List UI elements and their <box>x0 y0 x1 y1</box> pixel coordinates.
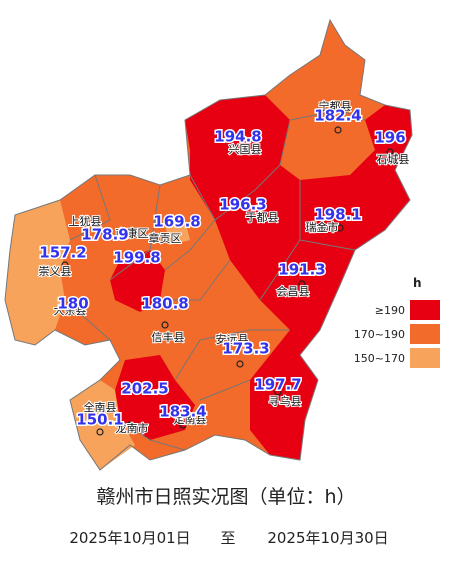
place-name: 南康区 <box>116 226 149 240</box>
sunshine-value: 180 <box>57 295 88 313</box>
period-sep: 至 <box>220 529 235 547</box>
place-name: 章贡区 <box>149 231 182 245</box>
station-dot <box>298 280 306 288</box>
region-high <box>115 355 195 440</box>
county-border <box>214 119 291 221</box>
station-dot <box>334 126 342 134</box>
place-name: 全南县 <box>84 400 117 414</box>
station-dot <box>69 306 77 314</box>
sunshine-value: 173.3 <box>222 340 269 358</box>
sunshine-value: 198.1 <box>314 206 361 224</box>
sunshine-value: 183.4 <box>159 403 206 421</box>
place-name: 定南县 <box>174 412 207 426</box>
sunshine-value: 197.7 <box>254 376 301 394</box>
station-dot <box>336 224 344 232</box>
sunshine-value: 191.3 <box>278 261 325 279</box>
sunshine-value: 180.8 <box>141 295 188 313</box>
region-high <box>185 95 412 460</box>
period-end: 2025年10月30日 <box>267 529 388 547</box>
sunshine-value: 194.8 <box>214 128 261 146</box>
place-name: 石城县 <box>377 153 410 166</box>
sunshine-value: 178.9 <box>81 226 128 244</box>
place-name: 龙南市 <box>116 421 149 435</box>
map-title: 赣州市日照实况图（单位：h） <box>96 486 355 508</box>
sunshine-value: 182.4 <box>314 107 361 125</box>
legend-label: 150~170 <box>354 352 405 365</box>
county-border <box>69 174 111 241</box>
place-name: 会昌县 <box>277 285 310 298</box>
station-dot <box>126 421 134 429</box>
county-border <box>299 239 356 251</box>
sunshine-value: 199.8 <box>113 249 160 267</box>
place-name: 寻乌县 <box>269 394 302 408</box>
station-dot <box>386 148 394 156</box>
station-dot <box>179 421 187 429</box>
place-name: 大余县 <box>54 303 87 317</box>
station-dot <box>61 261 69 269</box>
sunshine-value: 150.1 <box>76 411 123 429</box>
place-name: 信丰县 <box>152 331 185 344</box>
sunshine-value: 202.5 <box>121 380 168 398</box>
legend-swatch <box>410 348 440 368</box>
map-regions <box>4 18 413 471</box>
station-dot <box>161 321 169 329</box>
county-border <box>199 379 251 401</box>
legend-label: 170~190 <box>354 328 405 341</box>
county-border <box>109 184 161 281</box>
station-dot <box>96 428 104 436</box>
place-name: 上犹县 <box>69 215 102 228</box>
place-name: 安远县 <box>216 332 249 346</box>
place-name: 崇义县 <box>39 265 72 278</box>
legend-swatch <box>410 300 440 320</box>
region-mid <box>5 20 412 470</box>
region-low <box>165 220 190 245</box>
county-border <box>119 419 186 451</box>
legend-label: ≥190 <box>375 304 405 317</box>
outer-border <box>4 18 413 471</box>
station-dot <box>171 233 179 241</box>
region-low <box>5 200 70 345</box>
legend-swatch <box>410 324 440 344</box>
place-name: 兴国县 <box>229 143 262 156</box>
county-border <box>160 259 231 301</box>
sunshine-value: 169.8 <box>153 213 200 231</box>
county-border <box>164 174 216 271</box>
sunshine-value: 196 <box>374 129 405 147</box>
period-start: 2025年10月01日 <box>69 529 190 547</box>
legend-title: h <box>413 276 422 290</box>
place-name: 瑞金市 <box>306 220 339 234</box>
station-dot <box>101 231 109 239</box>
station-dot <box>246 211 254 219</box>
place-name: 宁都县 <box>319 99 352 113</box>
sunshine-value: 196.3 <box>219 196 266 214</box>
county-border <box>289 109 366 121</box>
county-border <box>174 329 290 381</box>
region-low <box>70 380 135 470</box>
station-dot <box>236 360 244 368</box>
sunshine-value: 157.2 <box>39 244 86 262</box>
station-dot <box>274 388 282 396</box>
place-name: 于都县 <box>246 211 279 224</box>
region-high <box>110 250 165 312</box>
station-dot <box>234 144 242 152</box>
